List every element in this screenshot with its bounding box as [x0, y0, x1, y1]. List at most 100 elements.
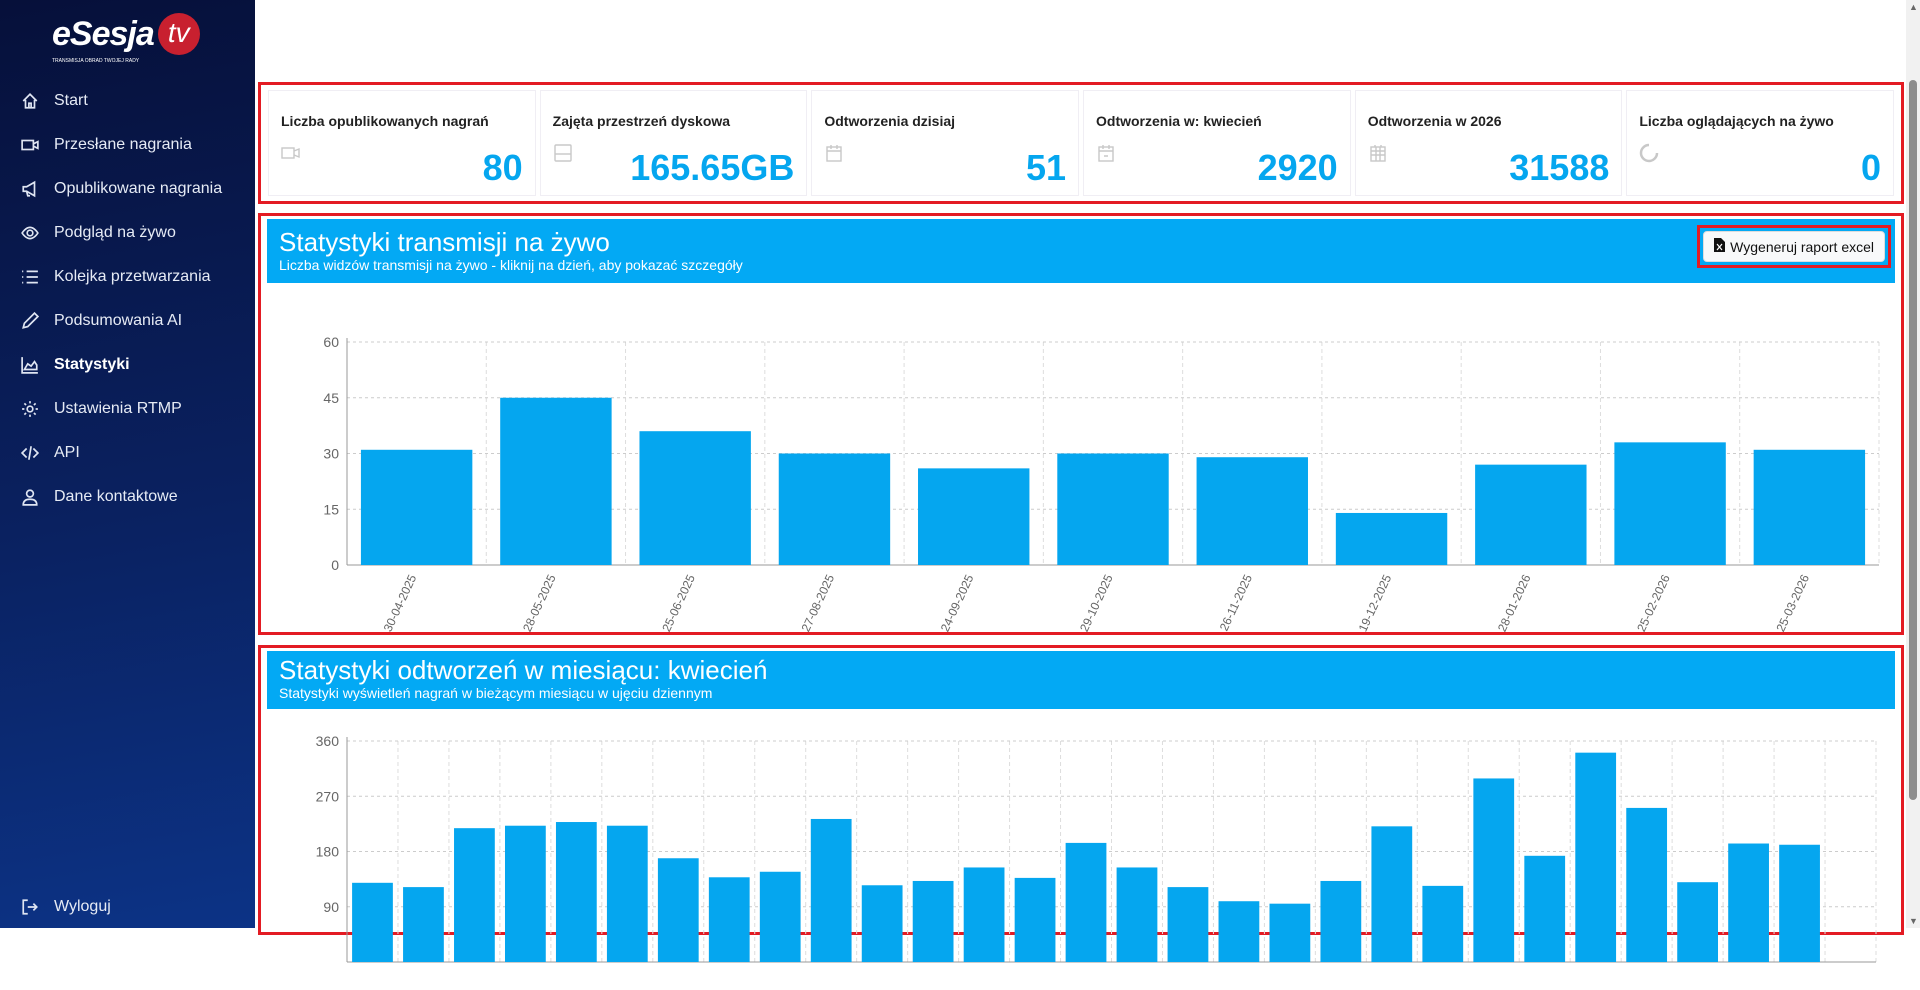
sidebar-item-label: Ustawienia RTMP [54, 400, 182, 417]
chart-bar[interactable] [352, 882, 393, 962]
sidebar-item-api[interactable]: API [20, 438, 80, 468]
y-tick-label: 180 [316, 844, 340, 860]
page-scrollbar[interactable]: ▲ ▼ [1906, 0, 1920, 928]
stat-card: Zajęta przestrzeń dyskowa 165.65GB [539, 90, 808, 196]
chart-bar[interactable] [1779, 844, 1820, 962]
sidebar-item-label: Opublikowane nagrania [54, 180, 223, 197]
calendar-icon [824, 143, 844, 163]
chart-bar[interactable] [1371, 826, 1413, 962]
logout-icon [20, 897, 40, 917]
chart-bar[interactable] [912, 880, 954, 962]
sidebar-item-podsumowania-ai[interactable]: Podsumowania AI [20, 306, 182, 336]
stat-card-value: 51 [1025, 147, 1067, 188]
sidebar-item-label: Podgląd na żywo [54, 224, 176, 241]
chart-bar[interactable] [1320, 880, 1362, 962]
chart-bar[interactable] [810, 818, 852, 962]
chart-bar[interactable] [1473, 778, 1515, 962]
stat-card-label: Odtworzenia w 2026 [1367, 113, 1502, 129]
y-tick-label: 360 [316, 733, 340, 749]
chart-bar[interactable] [504, 825, 546, 962]
sidebar-item-start[interactable]: Start [20, 86, 88, 116]
chart-bar[interactable] [1626, 807, 1668, 962]
list-icon [20, 267, 40, 287]
chart-bar[interactable] [1524, 855, 1566, 962]
chart-bar[interactable] [1057, 453, 1169, 566]
chart-bar[interactable] [1335, 512, 1448, 565]
sidebar-item-label: Podsumowania AI [54, 312, 183, 329]
logo-row: eSesja tv [52, 12, 222, 56]
chart-bar[interactable] [918, 468, 1030, 565]
chart-bar[interactable] [1753, 449, 1866, 565]
sidebar-item-label: Przesłane nagrania [54, 136, 192, 153]
scroll-up-icon[interactable]: ▲ [1909, 2, 1918, 12]
stat-card: Odtworzenia dzisiaj 51 [811, 90, 1080, 196]
logo-tv-badge: tv [157, 13, 200, 55]
chart-bar[interactable] [1065, 842, 1107, 962]
x-tick-label: 25-03-2026 [1773, 572, 1812, 632]
sidebar-item-label: Dane kontaktowe [54, 488, 178, 505]
summary-cards: Liczba opublikowanych nagrań 80 Zajęta prz… [258, 82, 1904, 204]
generate-excel-report-button[interactable]: Wygeneruj raport excel [1703, 231, 1885, 262]
chart-bar[interactable] [500, 397, 612, 565]
sidebar-item-opublikowane-nagrania[interactable]: Opublikowane nagrania [20, 174, 222, 204]
sidebar-item-dane-kontaktowe[interactable]: Dane kontaktowe [20, 482, 178, 512]
chart-bar[interactable] [555, 822, 597, 962]
chart-bar[interactable] [1728, 843, 1769, 962]
code-icon [20, 443, 40, 463]
live-stats-subtitle: Liczba widzów transmisji na żywo - klikn… [279, 257, 743, 273]
stat-card-value: 2920 [1257, 147, 1338, 188]
x-tick-label: 19-12-2025 [1356, 572, 1395, 632]
camera-icon [281, 143, 301, 163]
monthly-stats-title: Statystyki odtworzeń w miesiącu: kwiecie… [279, 655, 768, 685]
x-tick-label: 29-10-2025 [1077, 572, 1116, 632]
sidebar-item-przes-ane-nagrania[interactable]: Przesłane nagrania [20, 130, 192, 160]
video-icon [20, 135, 40, 155]
chart-bar[interactable] [657, 858, 699, 962]
chart-bar[interactable] [1116, 867, 1158, 962]
live-stats-header: Statystyki transmisji na żywo Liczba wid… [267, 219, 1895, 283]
logout-label: Wyloguj [54, 898, 111, 915]
chart-bar[interactable] [606, 825, 648, 962]
sidebar-item-statystyki[interactable]: Statystyki [20, 350, 130, 380]
chart-bar[interactable] [963, 867, 1005, 962]
chart-bar[interactable] [778, 453, 891, 566]
chart-bar[interactable] [1167, 887, 1209, 962]
chart-bar[interactable] [1014, 877, 1056, 962]
person-icon [20, 487, 40, 507]
y-tick-label: 30 [323, 446, 339, 462]
sidebar-item-label: Statystyki [54, 356, 130, 373]
stat-card-value: 80 [482, 147, 523, 188]
logo-text: eSesja [52, 15, 155, 53]
chart-bar[interactable] [360, 449, 473, 565]
y-tick-label: 60 [323, 334, 339, 350]
scrollbar-thumb[interactable] [1909, 80, 1917, 800]
sidebar-item-podgl-d-na-ywo[interactable]: Podgląd na żywo [20, 218, 176, 248]
chart-bar[interactable] [403, 887, 444, 962]
sidebar-item-kolejka-przetwarzania[interactable]: Kolejka przetwarzania [20, 262, 211, 292]
chart-bar[interactable] [1677, 882, 1719, 962]
logo[interactable]: eSesja tv TRANSMISJA OBRAD TWOJEJ RADY [52, 12, 222, 72]
chart-bar[interactable] [759, 871, 801, 962]
chart-bar[interactable] [861, 885, 903, 962]
chart-bar[interactable] [708, 877, 750, 962]
chart-bar[interactable] [639, 431, 751, 565]
sidebar-item-ustawienia-rtmp[interactable]: Ustawienia RTMP [20, 394, 182, 424]
chart-bar[interactable] [1422, 885, 1464, 962]
chart-bar[interactable] [1575, 752, 1617, 962]
x-tick-label: 25-06-2025 [659, 572, 698, 632]
chart-bar[interactable] [1269, 903, 1311, 962]
y-tick-label: 270 [316, 788, 340, 804]
home-icon [20, 91, 40, 111]
chart-bar[interactable] [454, 828, 495, 962]
spinner-icon [1639, 143, 1659, 163]
live-viewers-chart[interactable]: 0 15 30 45 60 30-04-2025 28-05-2025 25-06-2025 2… [261, 286, 1901, 632]
chart-bar[interactable] [1475, 464, 1587, 565]
x-tick-label: 26-11-2025 [1217, 572, 1255, 632]
logout-link[interactable]: Wyloguj [20, 892, 111, 922]
stat-card-label: Liczba opublikowanych nagrań [281, 113, 489, 129]
scroll-down-icon[interactable]: ▼ [1909, 916, 1918, 926]
chart-bar[interactable] [1196, 457, 1308, 565]
chart-bar[interactable] [1614, 442, 1726, 565]
monthly-plays-chart[interactable]: 90 180 270 360 [261, 710, 1901, 990]
chart-bar[interactable] [1218, 901, 1260, 962]
